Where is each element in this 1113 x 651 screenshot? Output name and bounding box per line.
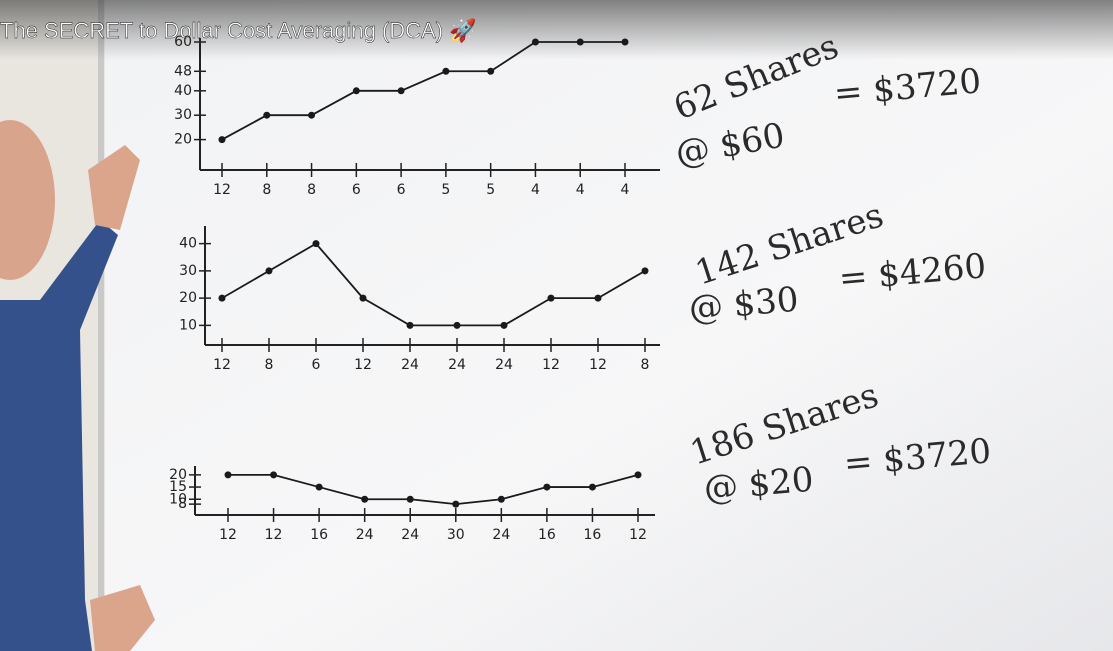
price-point (218, 136, 226, 144)
shares-label: 4 (621, 182, 630, 198)
price-point (265, 267, 273, 275)
price-point (359, 294, 367, 302)
video-title: The SECRET to Dollar Cost Averaging (DCA… (0, 18, 477, 43)
price-point (361, 495, 369, 503)
price-point (594, 294, 602, 302)
shares-label: 24 (401, 527, 419, 543)
y-tick-label: 15 (169, 479, 187, 495)
y-tick-label: 8 (178, 496, 187, 512)
y-tick-label: 30 (174, 107, 192, 123)
shares-label: 4 (531, 182, 540, 198)
price-point (487, 67, 495, 75)
shares-label: 5 (486, 182, 495, 198)
board-frame (98, 0, 104, 651)
y-tick-label: 60 (174, 34, 192, 50)
price-point (263, 111, 271, 119)
y-tick-label: 10 (169, 491, 187, 507)
y-tick-label: 48 (174, 63, 192, 79)
price-point (453, 321, 461, 329)
price-point (621, 38, 629, 46)
shares-label: 4 (576, 182, 585, 198)
shares-label: 12 (265, 527, 283, 543)
presenter (0, 120, 155, 651)
price-point (543, 483, 551, 491)
shares-label: 5 (441, 182, 450, 198)
price-line (221, 41, 625, 141)
title-shade (0, 0, 1113, 60)
shares-label: 12 (589, 357, 607, 373)
shares-label: 16 (310, 527, 328, 543)
y-tick-label: 20 (174, 132, 192, 148)
shares-label: 12 (542, 357, 560, 373)
shares-label: 8 (641, 357, 650, 373)
y-tick-label: 40 (179, 236, 197, 252)
price-point (634, 471, 642, 479)
price-point (641, 267, 649, 275)
shares-label: 16 (584, 527, 602, 543)
y-tick-label: 20 (179, 290, 197, 306)
price-point (270, 471, 278, 479)
shares-label: 6 (312, 357, 321, 373)
price-point (442, 67, 450, 75)
shares-label: 12 (354, 357, 372, 373)
shares-label: 6 (352, 182, 361, 198)
price-point (547, 294, 555, 302)
price-point (308, 111, 316, 119)
price-point (315, 483, 323, 491)
price-point (218, 294, 226, 302)
shares-label: 6 (397, 182, 406, 198)
price-point (406, 321, 414, 329)
price-line (228, 473, 639, 506)
price-point (452, 500, 460, 508)
price-point (576, 38, 584, 46)
shares-label: 16 (538, 527, 556, 543)
price-point (352, 87, 360, 95)
shares-label: 12 (219, 527, 237, 543)
price-point (497, 495, 505, 503)
y-tick-label: 20 (169, 467, 187, 483)
shares-label: 12 (213, 182, 231, 198)
price-point (588, 483, 596, 491)
annotation: @ $20 (702, 460, 815, 509)
shares-label: 8 (307, 182, 316, 198)
shares-label: 24 (448, 357, 466, 373)
price-line (221, 242, 646, 327)
shares-label: 12 (213, 357, 231, 373)
annotation: @ $30 (687, 280, 800, 329)
y-tick-label: 30 (179, 263, 197, 279)
price-point (531, 38, 539, 46)
shares-label: 12 (629, 527, 647, 543)
shares-label: 24 (356, 527, 374, 543)
shares-label: 24 (401, 357, 419, 373)
price-point (406, 495, 414, 503)
price-point (500, 321, 508, 329)
shares-label: 8 (265, 357, 274, 373)
y-tick-label: 40 (174, 83, 192, 99)
price-point (312, 240, 320, 248)
shares-label: 24 (495, 357, 513, 373)
shares-label: 30 (447, 527, 465, 543)
shares-label: 24 (492, 527, 510, 543)
price-point (397, 87, 405, 95)
y-tick-label: 10 (179, 317, 197, 333)
price-point (224, 471, 232, 479)
shares-label: 8 (262, 182, 271, 198)
